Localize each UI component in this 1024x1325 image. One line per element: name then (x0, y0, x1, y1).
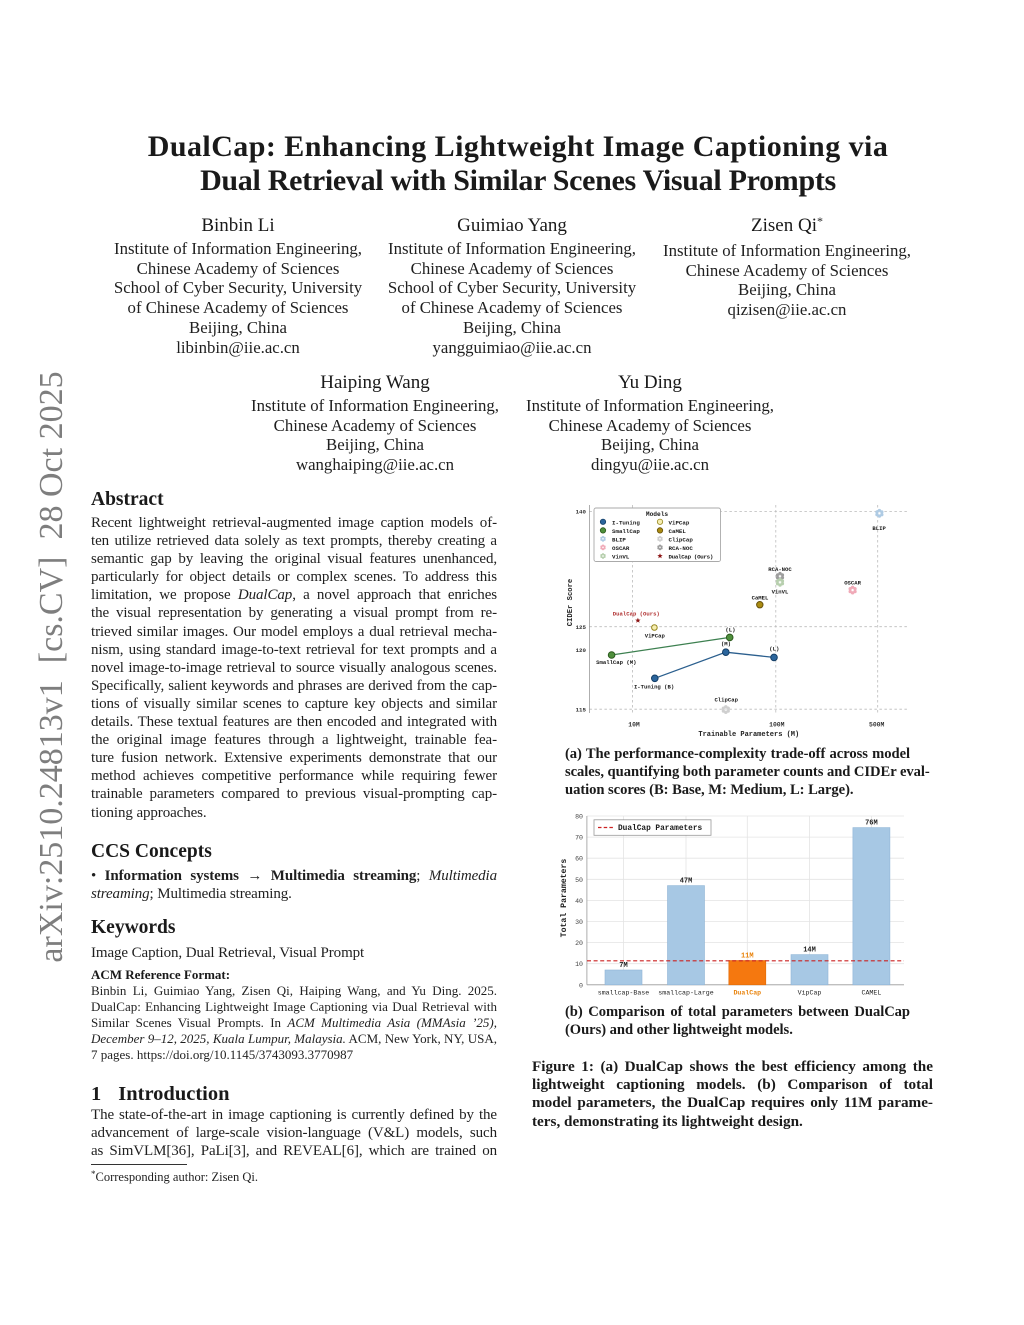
svg-text:DualCap (Ours): DualCap (Ours) (669, 554, 714, 561)
svg-text:10M: 10M (628, 722, 640, 729)
svg-text:20: 20 (575, 940, 583, 947)
svg-text:ClipCap: ClipCap (669, 536, 694, 543)
svg-text:10: 10 (575, 961, 583, 968)
svg-text:BLIP: BLIP (612, 536, 626, 543)
svg-text:120: 120 (576, 647, 587, 654)
svg-text:RCA-NOC: RCA-NOC (768, 566, 792, 573)
svg-text:140: 140 (576, 509, 587, 516)
svg-text:(L): (L) (769, 646, 779, 653)
svg-text:smallcap-Base: smallcap-Base (598, 990, 649, 997)
svg-text:DualCap (Ours): DualCap (Ours) (613, 610, 660, 617)
svg-text:70: 70 (575, 835, 583, 842)
svg-text:SmallCap: SmallCap (612, 528, 640, 535)
svg-text:VinVL: VinVL (612, 554, 630, 561)
svg-text:(L): (L) (725, 626, 735, 633)
svg-text:OSCAR: OSCAR (612, 545, 630, 552)
svg-text:CAMEL: CAMEL (862, 990, 882, 997)
svg-text:0: 0 (579, 982, 583, 989)
svg-text:RCA-NOC: RCA-NOC (669, 545, 694, 552)
svg-text:I-Tuning: I-Tuning (612, 519, 640, 526)
svg-text:100M: 100M (769, 722, 785, 729)
svg-text:76M: 76M (865, 820, 878, 828)
svg-text:VipCap: VipCap (798, 990, 822, 997)
svg-text:CIDEr Score: CIDEr Score (567, 579, 575, 626)
svg-text:Trainable Parameters (M): Trainable Parameters (M) (698, 731, 799, 739)
svg-text:50: 50 (575, 877, 583, 884)
svg-text:80: 80 (575, 814, 583, 821)
svg-text:ViPCap: ViPCap (669, 519, 690, 526)
svg-text:DualCap: DualCap (733, 990, 761, 997)
svg-text:125: 125 (576, 624, 587, 631)
svg-text:30: 30 (575, 919, 583, 926)
svg-text:47M: 47M (680, 878, 693, 886)
svg-text:CaMEL: CaMEL (669, 528, 687, 535)
svg-text:CaMEL: CaMEL (752, 594, 769, 601)
svg-text:BLIP: BLIP (872, 525, 886, 532)
svg-text:SmallCap (M): SmallCap (M) (596, 659, 636, 666)
svg-text:(M): (M) (721, 641, 731, 648)
svg-text:14M: 14M (803, 947, 816, 955)
svg-text:60: 60 (575, 856, 583, 863)
svg-text:7M: 7M (619, 962, 627, 970)
svg-text:VinVL: VinVL (772, 589, 789, 596)
svg-text:smallcap-Large: smallcap-Large (658, 990, 713, 997)
svg-text:500M: 500M (869, 722, 885, 729)
svg-text:115: 115 (576, 706, 587, 713)
svg-text:OSCAR: OSCAR (844, 579, 861, 586)
svg-text:ClipCap: ClipCap (714, 697, 738, 704)
svg-text:11M: 11M (741, 953, 754, 961)
svg-text:Models: Models (646, 511, 669, 518)
svg-text:Total Parameters: Total Parameters (559, 859, 569, 938)
svg-text:DualCap Parameters: DualCap Parameters (618, 825, 703, 833)
svg-text:I-Tuning (B): I-Tuning (B) (634, 683, 674, 690)
svg-text:40: 40 (575, 898, 583, 905)
svg-text:ViPCap: ViPCap (645, 633, 666, 640)
